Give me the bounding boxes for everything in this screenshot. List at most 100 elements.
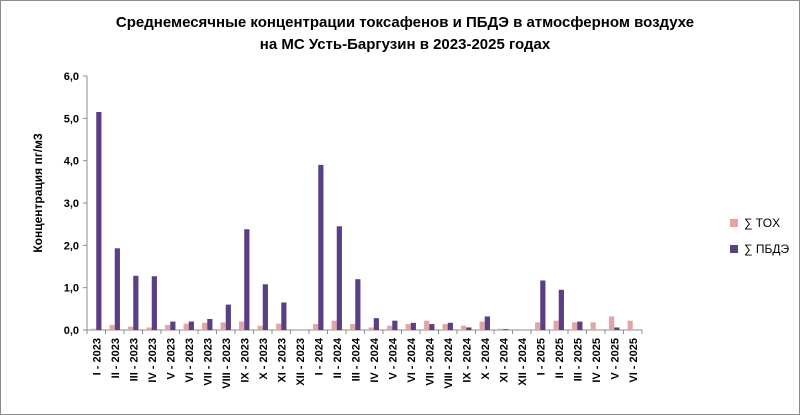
bar-pbde (447, 322, 453, 330)
bar-pbde (262, 284, 268, 330)
x-tick-label: XI - 2024 (498, 337, 510, 383)
x-tick-label: IV - 2024 (369, 337, 381, 383)
bar-tox (609, 316, 615, 330)
x-tick-label: V - 2023 (165, 338, 177, 380)
bar-tox (405, 324, 411, 330)
bar-pbde (244, 229, 250, 330)
bar-tox (590, 322, 596, 330)
bar-tox (424, 320, 430, 330)
bar-pbde (318, 164, 324, 330)
bar-pbde (188, 321, 194, 330)
x-tick-label: V - 2024 (387, 337, 399, 379)
bar-pbde (281, 302, 287, 330)
x-tick-label: XII - 2023 (295, 338, 307, 386)
bar-pbde (558, 289, 564, 330)
bar-tox (350, 324, 356, 330)
bar-tox (479, 321, 485, 330)
y-tick-label: 2,0 (64, 240, 79, 252)
y-tick-label: 5,0 (64, 113, 79, 125)
x-tick-label: II - 2024 (332, 337, 344, 378)
chart-title-line2: на МС Усть-Баргузин в 2023-2025 годах (259, 36, 551, 53)
x-tick-label: II - 2023 (110, 338, 122, 378)
x-tick-label: I - 2025 (535, 338, 547, 375)
x-tick-label: III - 2023 (128, 338, 140, 381)
bar-tox (498, 328, 504, 330)
x-tick-label: VIII - 2024 (443, 337, 455, 389)
bar-pbde (577, 321, 583, 330)
bar-tox (368, 327, 374, 330)
x-tick-label: V - 2025 (609, 338, 621, 380)
bar-pbde (410, 322, 416, 330)
bar-tox (183, 323, 189, 330)
x-tick-label: VI - 2023 (184, 338, 196, 383)
bar-pbde (225, 304, 231, 330)
bar-pbde (373, 318, 379, 330)
bar-pbde (392, 320, 398, 330)
x-tick-label: IX - 2024 (461, 337, 473, 383)
bar-tox (257, 325, 263, 330)
bar-tox (109, 324, 115, 330)
x-tick-label: VIII - 2023 (221, 338, 233, 389)
x-tick-label: I - 2024 (313, 337, 325, 375)
y-tick-label: 6,0 (64, 71, 79, 83)
x-tick-label: III - 2025 (572, 338, 584, 381)
bar-tox (572, 322, 578, 330)
bar-pbde (355, 279, 361, 330)
x-tick-label: VII - 2024 (424, 337, 436, 386)
bar-tox (627, 320, 633, 330)
bar-pbde (207, 318, 213, 330)
x-tick-label: IV - 2025 (591, 338, 603, 383)
bar-pbde (133, 275, 139, 330)
y-tick-label: 3,0 (64, 198, 79, 210)
bar-pbde (614, 327, 620, 330)
bar-tox (128, 326, 134, 330)
y-tick-label: 0,0 (64, 325, 79, 337)
x-tick-label: IX - 2023 (239, 338, 251, 383)
x-tick-label: VI - 2024 (406, 337, 418, 383)
y-tick-label: 1,0 (64, 283, 79, 295)
bar-pbde (96, 111, 102, 330)
bar-tox (220, 322, 226, 330)
x-tick-label: X - 2024 (480, 337, 492, 379)
bar-tox (313, 324, 319, 330)
bar-pbde (170, 321, 176, 330)
bar-tox (535, 322, 541, 330)
x-tick-label: IV - 2023 (147, 338, 159, 383)
bar-tox (331, 320, 337, 330)
bar-tox (146, 327, 152, 330)
bar-pbde (466, 327, 472, 330)
x-tick-label: II - 2025 (554, 338, 566, 378)
legend-swatch-pbde (730, 245, 738, 253)
bar-pbde (114, 248, 120, 330)
bar-tox (553, 320, 559, 330)
x-tick-label: III - 2024 (350, 337, 362, 381)
chart-title-line1: Среднемесячные концентрации токсафенов и… (115, 14, 695, 31)
x-tick-label: I - 2023 (91, 338, 103, 375)
bar-pbde (540, 280, 546, 330)
x-tick-label: XI - 2023 (276, 338, 288, 383)
bar-pbde (336, 226, 342, 330)
bar-pbde (429, 324, 435, 330)
x-tick-label: X - 2023 (258, 338, 270, 380)
bar-tox (239, 321, 245, 330)
legend-label-pbde: ∑ ПБДЭ (744, 242, 790, 256)
legend: ∑ TOX ∑ ПБДЭ (730, 214, 789, 266)
legend-item-pbde: ∑ ПБДЭ (730, 240, 789, 258)
y-tick-label: 4,0 (64, 156, 79, 168)
legend-item-tox: ∑ TOX (730, 214, 789, 232)
bar-tox (442, 324, 448, 330)
bar-pbde (151, 276, 157, 330)
bar-tox (276, 323, 282, 330)
bar-tox (202, 322, 208, 330)
x-tick-label: XII - 2024 (517, 337, 529, 386)
legend-label-tox: ∑ TOX (744, 216, 781, 230)
bar-tox (91, 328, 97, 330)
legend-swatch-tox (730, 219, 738, 227)
x-tick-label: VII - 2023 (202, 338, 214, 386)
bar-tox (165, 324, 171, 330)
bar-tox (387, 325, 393, 330)
bar-pbde (484, 316, 490, 330)
bar-pbde (503, 329, 509, 330)
